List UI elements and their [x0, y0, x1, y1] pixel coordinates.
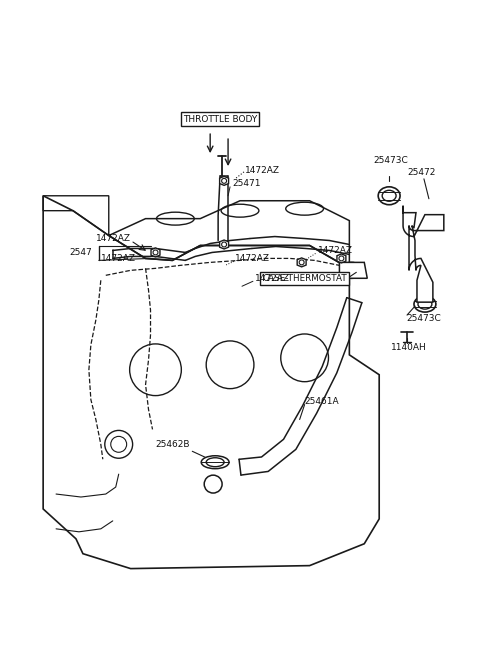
Text: 1472AZ: 1472AZ [255, 274, 290, 283]
Polygon shape [337, 254, 346, 263]
Text: 25462B: 25462B [156, 440, 190, 449]
Text: 25472: 25472 [407, 168, 435, 177]
Text: 1472AZ: 1472AZ [96, 234, 131, 243]
Text: CASE-THERMOSTAT: CASE-THERMOSTAT [262, 274, 347, 283]
Text: 1472AZ: 1472AZ [235, 254, 270, 263]
Ellipse shape [378, 187, 400, 205]
Polygon shape [403, 206, 444, 302]
Text: 25461A: 25461A [305, 397, 339, 406]
Text: 1472AZ: 1472AZ [101, 254, 136, 263]
Text: 2547: 2547 [69, 248, 92, 257]
Ellipse shape [340, 262, 362, 279]
Text: 1140AH: 1140AH [391, 344, 427, 352]
Text: 1472AZ: 1472AZ [318, 246, 352, 255]
Ellipse shape [414, 296, 436, 312]
Polygon shape [339, 262, 367, 279]
Polygon shape [297, 258, 306, 267]
Polygon shape [151, 248, 160, 257]
Text: 25471: 25471 [232, 179, 261, 189]
Text: 25473C: 25473C [406, 313, 441, 323]
Polygon shape [220, 176, 228, 185]
Polygon shape [220, 240, 228, 249]
Text: 1472AZ: 1472AZ [245, 166, 280, 175]
Ellipse shape [201, 456, 229, 468]
Text: 25473C: 25473C [373, 156, 408, 166]
Text: THROTTLE BODY: THROTTLE BODY [183, 115, 257, 124]
